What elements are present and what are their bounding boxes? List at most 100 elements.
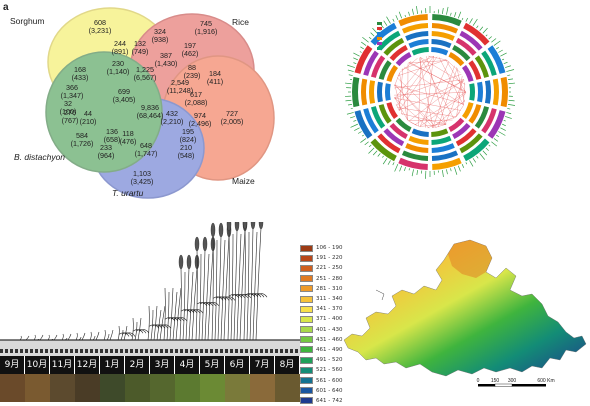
month-label: 11月 (50, 356, 75, 374)
circos-ring-segment (469, 83, 475, 100)
circos-outer-tick (360, 138, 366, 142)
circos-ring-segment (431, 39, 451, 48)
field-photo-strip (0, 374, 300, 402)
soil-dash (215, 349, 218, 353)
wheat-leaf (125, 333, 135, 337)
circos-outer-tick (387, 17, 391, 24)
circos-outer-tick (400, 166, 402, 172)
soil-dash (175, 349, 178, 353)
soil-dash (245, 349, 248, 353)
field-photo-cell (150, 374, 175, 402)
soil-dash (145, 349, 148, 353)
circos-outer-tick (494, 41, 500, 46)
circos-outer-tick (358, 132, 361, 134)
wheat-stem (54, 335, 57, 340)
soil-dash (40, 349, 43, 353)
legend-swatch (300, 346, 313, 353)
wheat-leaf (177, 318, 187, 322)
month-label: 3月 (150, 356, 175, 374)
circos-ring-segment (408, 39, 428, 48)
soil-dash (195, 349, 198, 353)
circos-outer-tick (388, 160, 391, 164)
legend-swatch (300, 377, 313, 384)
soil-dash (20, 349, 23, 353)
wheat-stem (199, 254, 201, 340)
circos-outer-tick (505, 116, 512, 118)
legend-swatch (300, 357, 313, 364)
circos-outer-tick (483, 28, 488, 33)
soil-dash (95, 349, 98, 353)
wheat-stem (132, 318, 133, 340)
soil-dash (0, 349, 3, 353)
legend-swatch (300, 265, 313, 272)
circos-outer-tick (382, 156, 383, 158)
circos-outer-tick (368, 148, 374, 154)
circos-ring-segment (431, 129, 448, 137)
circos-ring-segment (369, 80, 375, 104)
wheat-growth-illustration (0, 222, 300, 356)
field-photo-cell (175, 374, 200, 402)
wheat-stem (82, 333, 85, 340)
circos-link (394, 80, 464, 88)
wheat-stem (180, 268, 181, 340)
soil-dash (140, 349, 143, 353)
circos-outer-tick (498, 132, 505, 136)
circos-outer-tick (369, 37, 371, 39)
circos-outer-tick (500, 53, 506, 56)
circos-outer-tick (505, 66, 511, 68)
field-photo-cell (275, 374, 300, 402)
circos-link (399, 81, 464, 110)
circos-outer-tick (496, 47, 499, 49)
month-label: 9月 (0, 356, 25, 374)
wheat-ear (219, 223, 223, 237)
legend-swatch (300, 245, 313, 252)
month-label: 2月 (125, 356, 150, 374)
circos-ring-segment (361, 79, 367, 106)
circos-outer-tick (446, 169, 447, 174)
soil-dash (260, 349, 263, 353)
wheat-ear (251, 222, 255, 229)
circos-ring-segment (477, 82, 483, 102)
field-photo-cell (50, 374, 75, 402)
circos-outer-tick (347, 112, 354, 114)
circos-outer-tick (496, 135, 499, 137)
circos-outer-tick (462, 164, 464, 168)
wheat-stem (218, 236, 221, 340)
soil-dash (270, 349, 273, 353)
soil-dash (100, 349, 103, 353)
wheat-stem (76, 333, 77, 340)
month-label: 8月 (275, 356, 300, 374)
circos-outer-tick (362, 135, 364, 136)
wheat-stem (104, 330, 105, 340)
venn-region-total: (3,425) (131, 177, 154, 186)
venn-region-total: (433) (72, 73, 89, 82)
soil-dash (85, 349, 88, 353)
circos-ring-segment (408, 136, 428, 145)
circos-outer-tick (442, 170, 443, 177)
circos-ring-segment (431, 136, 451, 145)
circos-outer-tick (416, 6, 417, 14)
circos-outer-tick (371, 33, 375, 37)
circos-outer-tick (480, 27, 483, 31)
soil-dash (70, 349, 73, 353)
scale-segment (495, 384, 512, 387)
venn-set-name: T. urartu (112, 188, 144, 198)
circos-outer-tick (396, 15, 398, 20)
circos-legend-swatch (377, 32, 382, 35)
legend-swatch (300, 397, 313, 404)
soil-dash (30, 349, 33, 353)
legend-swatch (300, 285, 313, 292)
circos-outer-tick (353, 63, 356, 64)
soil-dash (280, 349, 283, 353)
circos-ring-segment (377, 82, 383, 102)
circos-outer-tick (486, 35, 487, 36)
venn-region-total: (462) (182, 49, 199, 58)
circos-link (425, 56, 433, 128)
circos-outer-tick (462, 18, 463, 20)
venn-region-total: (2,210) (161, 117, 184, 126)
circos-outer-tick (470, 18, 473, 23)
venn-region-total: (749) (132, 47, 149, 56)
wheat-ear (227, 222, 231, 231)
legend-swatch (300, 275, 313, 282)
